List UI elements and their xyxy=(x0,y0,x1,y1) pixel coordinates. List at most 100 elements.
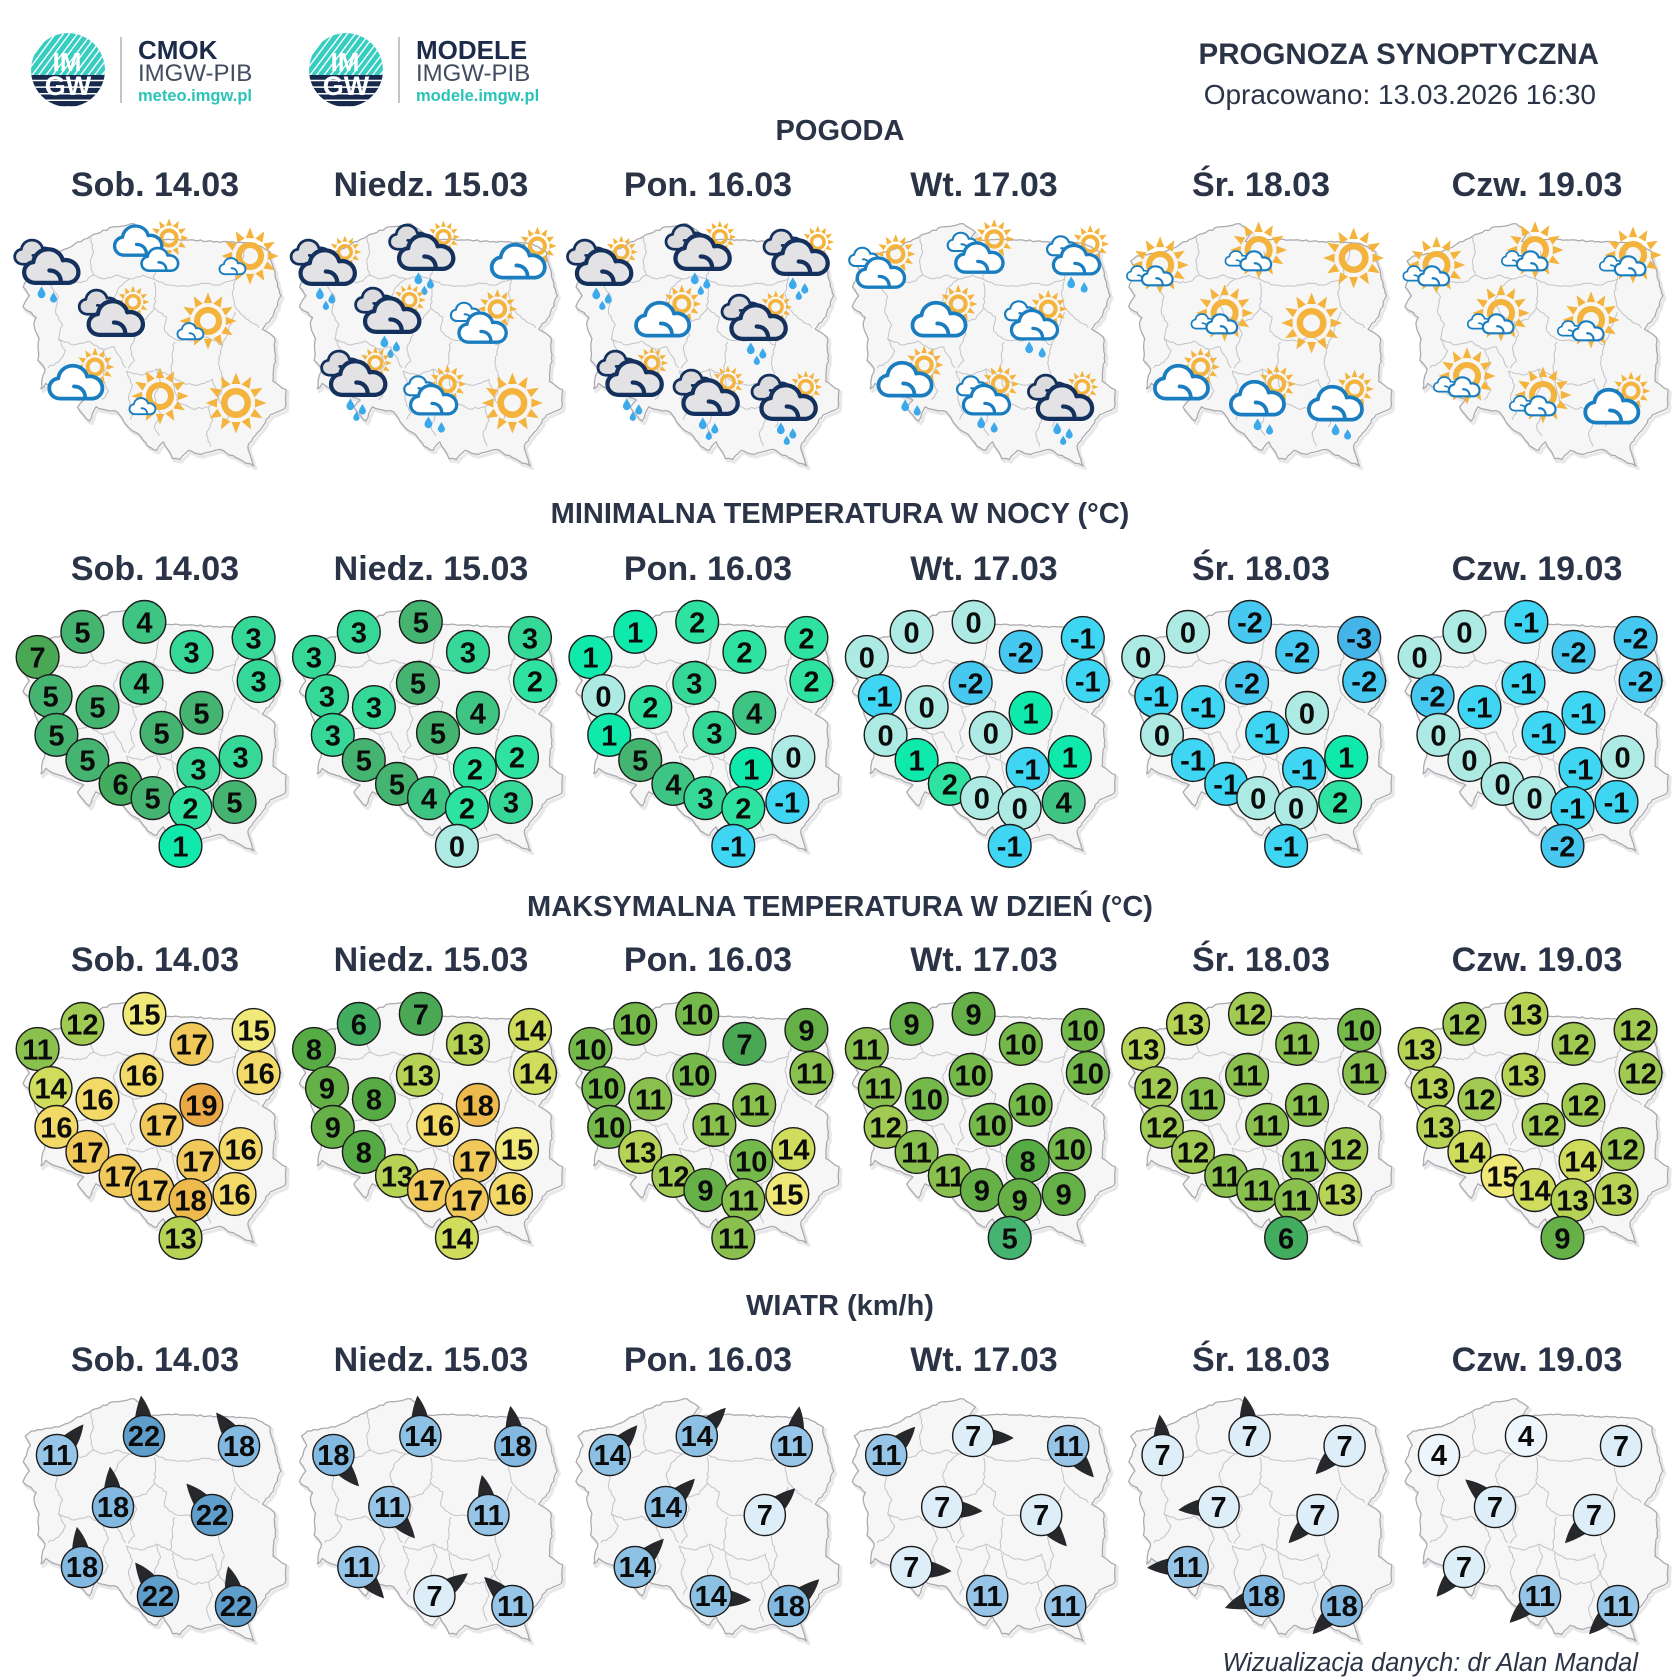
svg-text:1: 1 xyxy=(582,643,598,675)
svg-text:2: 2 xyxy=(803,667,819,699)
svg-text:14: 14 xyxy=(695,1581,727,1613)
svg-text:3: 3 xyxy=(325,720,341,752)
svg-text:4: 4 xyxy=(133,668,149,700)
svg-text:0: 0 xyxy=(878,720,894,752)
svg-text:Czw. 19.03: Czw. 19.03 xyxy=(1452,166,1623,204)
svg-text:Śr. 18.03: Śr. 18.03 xyxy=(1192,166,1330,204)
svg-text:11: 11 xyxy=(699,1110,730,1142)
svg-text:19: 19 xyxy=(185,1090,217,1122)
svg-text:-2: -2 xyxy=(1237,607,1263,639)
svg-text:Sob. 14.03: Sob. 14.03 xyxy=(71,941,239,979)
svg-text:Wt. 17.03: Wt. 17.03 xyxy=(910,550,1057,588)
svg-text:0: 0 xyxy=(449,831,465,863)
svg-text:0: 0 xyxy=(1461,746,1477,778)
svg-text:1: 1 xyxy=(743,755,759,787)
svg-text:18: 18 xyxy=(773,1591,805,1623)
svg-text:18: 18 xyxy=(1247,1581,1279,1613)
svg-text:Wizualizacja danych: dr Alan M: Wizualizacja danych: dr Alan Mandal xyxy=(1222,1649,1639,1677)
svg-text:12: 12 xyxy=(1606,1135,1638,1167)
svg-text:2: 2 xyxy=(527,667,543,699)
svg-text:11: 11 xyxy=(776,1431,807,1463)
svg-text:13: 13 xyxy=(1600,1180,1632,1212)
svg-text:-1: -1 xyxy=(1254,718,1280,750)
svg-text:15: 15 xyxy=(501,1135,533,1167)
svg-text:22: 22 xyxy=(128,1421,160,1453)
svg-text:-1: -1 xyxy=(1511,668,1537,700)
svg-text:11: 11 xyxy=(851,1035,882,1067)
svg-text:12: 12 xyxy=(1527,1110,1559,1142)
svg-text:10: 10 xyxy=(1005,1029,1037,1061)
svg-text:IM: IM xyxy=(331,47,360,77)
svg-text:11: 11 xyxy=(42,1440,73,1472)
svg-text:5: 5 xyxy=(413,607,429,639)
svg-text:16: 16 xyxy=(495,1180,527,1212)
svg-text:0: 0 xyxy=(1430,720,1446,752)
svg-text:12: 12 xyxy=(1567,1090,1599,1122)
svg-text:11: 11 xyxy=(473,1500,504,1532)
svg-text:8: 8 xyxy=(366,1085,382,1117)
svg-text:11: 11 xyxy=(718,1223,749,1255)
svg-text:IM: IM xyxy=(53,47,82,77)
svg-text:3: 3 xyxy=(233,743,249,775)
svg-text:Czw. 19.03: Czw. 19.03 xyxy=(1452,1341,1623,1379)
svg-text:17: 17 xyxy=(413,1176,445,1208)
svg-text:16: 16 xyxy=(218,1180,250,1212)
svg-text:2: 2 xyxy=(467,755,483,787)
svg-text:8: 8 xyxy=(1020,1147,1036,1179)
svg-text:6: 6 xyxy=(351,1009,367,1041)
svg-text:0: 0 xyxy=(1154,720,1170,752)
svg-text:-1: -1 xyxy=(1467,693,1493,725)
svg-text:modele.imgw.pl: modele.imgw.pl xyxy=(416,87,539,105)
svg-text:5: 5 xyxy=(154,718,170,750)
svg-text:3: 3 xyxy=(503,788,519,820)
svg-text:12: 12 xyxy=(1140,1074,1172,1106)
svg-text:16: 16 xyxy=(242,1059,274,1091)
svg-text:-1: -1 xyxy=(997,831,1023,863)
svg-text:1: 1 xyxy=(172,831,188,863)
svg-text:Śr. 18.03: Śr. 18.03 xyxy=(1192,550,1330,588)
svg-text:12: 12 xyxy=(869,1112,901,1144)
svg-text:0: 0 xyxy=(785,743,801,775)
svg-text:16: 16 xyxy=(224,1135,256,1167)
svg-text:5: 5 xyxy=(79,746,95,778)
svg-text:18: 18 xyxy=(223,1431,255,1463)
svg-text:5: 5 xyxy=(89,693,105,725)
svg-text:5: 5 xyxy=(48,720,64,752)
svg-text:10: 10 xyxy=(681,999,713,1031)
svg-text:11: 11 xyxy=(1292,1090,1323,1122)
svg-text:5: 5 xyxy=(43,682,59,714)
svg-text:0: 0 xyxy=(1615,743,1631,775)
svg-text:10: 10 xyxy=(955,1060,987,1092)
svg-text:17: 17 xyxy=(136,1176,168,1208)
svg-text:11: 11 xyxy=(901,1138,932,1170)
svg-text:10: 10 xyxy=(1067,1016,1099,1048)
svg-text:14: 14 xyxy=(441,1223,473,1255)
svg-text:7: 7 xyxy=(413,999,429,1031)
svg-text:Pon. 16.03: Pon. 16.03 xyxy=(624,550,792,588)
svg-text:11: 11 xyxy=(635,1085,666,1117)
svg-text:18: 18 xyxy=(66,1552,98,1584)
svg-text:4: 4 xyxy=(421,784,437,816)
svg-text:-1: -1 xyxy=(1604,788,1630,820)
svg-text:11: 11 xyxy=(728,1186,759,1218)
svg-text:2: 2 xyxy=(942,769,958,801)
svg-text:-2: -2 xyxy=(1623,624,1649,656)
svg-text:-2: -2 xyxy=(1550,831,1576,863)
svg-text:17: 17 xyxy=(175,1029,207,1061)
svg-text:Pon. 16.03: Pon. 16.03 xyxy=(624,166,792,204)
svg-text:8: 8 xyxy=(356,1138,372,1170)
svg-text:0: 0 xyxy=(595,682,611,714)
svg-text:Śr. 18.03: Śr. 18.03 xyxy=(1192,941,1330,979)
svg-text:0: 0 xyxy=(1288,794,1304,826)
svg-text:22: 22 xyxy=(220,1591,252,1623)
svg-text:-1: -1 xyxy=(774,788,800,820)
svg-text:1: 1 xyxy=(601,720,617,752)
svg-text:11: 11 xyxy=(1053,1431,1084,1463)
svg-text:5: 5 xyxy=(226,788,242,820)
svg-text:Wt. 17.03: Wt. 17.03 xyxy=(910,1341,1057,1379)
svg-text:12: 12 xyxy=(1234,999,1266,1031)
svg-text:meteo.imgw.pl: meteo.imgw.pl xyxy=(138,87,252,105)
svg-text:4: 4 xyxy=(1056,788,1072,820)
svg-text:3: 3 xyxy=(184,637,200,669)
svg-text:5: 5 xyxy=(632,746,648,778)
